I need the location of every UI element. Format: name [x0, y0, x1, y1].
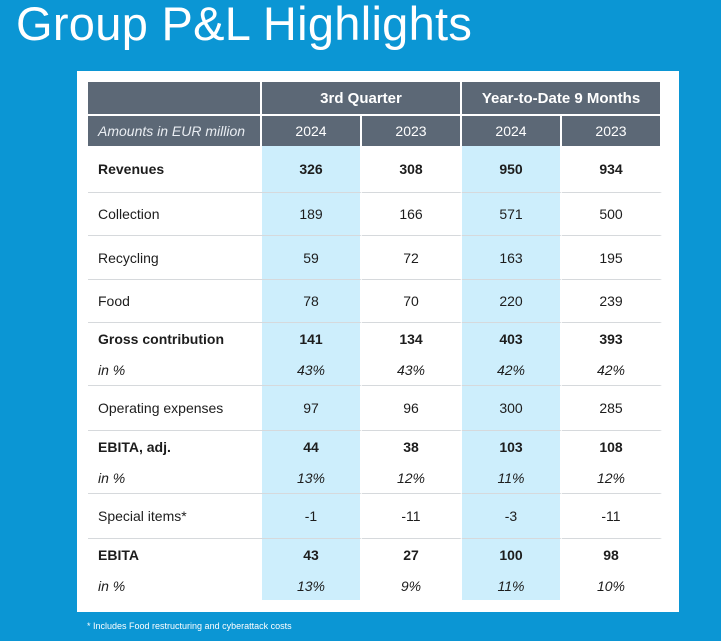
cell-value: 38 — [362, 431, 462, 463]
cell-value: 300 — [462, 386, 562, 431]
row-label: EBITA, adj. — [98, 439, 171, 455]
cell-value: 43% — [362, 355, 462, 386]
table-row-ebita-pct: in % 13% 9% 11% 10% — [88, 571, 662, 600]
table-row-food: Food 78 70 220 239 — [88, 280, 662, 323]
cell-value: 59 — [262, 236, 362, 280]
row-label: EBITA — [98, 547, 139, 563]
cell-value: 70 — [362, 280, 462, 323]
cell-value: 13% — [262, 571, 362, 600]
row-label: Special items* — [88, 494, 262, 539]
cell-value: 42% — [462, 355, 562, 386]
cell-value: 308 — [362, 146, 462, 193]
cell-value: 9% — [362, 571, 462, 600]
page-title: Group P&L Highlights — [16, 0, 473, 50]
cell-value: 163 — [462, 236, 562, 280]
header-3rd-quarter: 3rd Quarter — [262, 82, 462, 116]
cell-value: 43% — [262, 355, 362, 386]
cell-value: 403 — [462, 323, 562, 355]
table-row-special-items: Special items* -1 -11 -3 -11 — [88, 494, 662, 539]
cell-value: 285 — [562, 386, 662, 431]
cell-value: -11 — [362, 494, 462, 539]
table-card — [77, 71, 679, 612]
cell-value: 11% — [462, 571, 562, 600]
table-row-gross-contribution: Gross contribution 141 134 403 393 — [88, 323, 662, 355]
cell-value: 98 — [562, 539, 662, 571]
year-ytd-2023: 2023 — [562, 116, 662, 146]
table-row-recycling: Recycling 59 72 163 195 — [88, 236, 662, 280]
cell-value: 12% — [362, 463, 462, 494]
table-row-collection: Collection 189 166 571 500 — [88, 193, 662, 236]
table-row-ebita-adj: EBITA, adj. 44 38 103 108 — [88, 431, 662, 463]
row-label: Operating expenses — [88, 386, 262, 431]
cell-value: 239 — [562, 280, 662, 323]
cell-value: 141 — [262, 323, 362, 355]
cell-value: 326 — [262, 146, 362, 193]
cell-value: 220 — [462, 280, 562, 323]
amounts-label: Amounts in EUR million — [88, 116, 262, 146]
row-label: Revenues — [88, 146, 262, 193]
table-row-ebita-adj-pct: in % 13% 12% 11% 12% — [88, 463, 662, 494]
cell-value: 108 — [562, 431, 662, 463]
year-q-2023: 2023 — [362, 116, 462, 146]
row-label: Collection — [88, 193, 262, 236]
cell-value: 11% — [462, 463, 562, 494]
cell-value: 43 — [262, 539, 362, 571]
cell-value: 13% — [262, 463, 362, 494]
cell-value: 393 — [562, 323, 662, 355]
cell-value: 134 — [362, 323, 462, 355]
table-row-gross-contribution-pct: in % 43% 43% 42% 42% — [88, 355, 662, 386]
cell-value: 96 — [362, 386, 462, 431]
table-row-operating-expenses: Operating expenses 97 96 300 285 — [88, 386, 662, 431]
table-row-ebita: EBITA 43 27 100 98 — [88, 539, 662, 571]
year-ytd-2024: 2024 — [462, 116, 562, 146]
pl-table: 3rd Quarter Year-to-Date 9 Months Amount… — [88, 82, 662, 600]
cell-value: 189 — [262, 193, 362, 236]
header-ytd-9-months: Year-to-Date 9 Months — [462, 82, 662, 116]
row-label: Food — [88, 280, 262, 323]
cell-value: 950 — [462, 146, 562, 193]
year-q-2024: 2024 — [262, 116, 362, 146]
cell-value: 27 — [362, 539, 462, 571]
cell-value: -1 — [262, 494, 362, 539]
cell-value: 100 — [462, 539, 562, 571]
header-blank-cell — [88, 82, 262, 116]
cell-value: 10% — [562, 571, 662, 600]
cell-value: 42% — [562, 355, 662, 386]
cell-value: 500 — [562, 193, 662, 236]
row-label: Gross contribution — [98, 331, 224, 347]
cell-value: 103 — [462, 431, 562, 463]
row-label: in % — [88, 355, 262, 386]
cell-value: 195 — [562, 236, 662, 280]
cell-value: 72 — [362, 236, 462, 280]
cell-value: -3 — [462, 494, 562, 539]
cell-value: 571 — [462, 193, 562, 236]
cell-value: 166 — [362, 193, 462, 236]
cell-value: 78 — [262, 280, 362, 323]
cell-value: 934 — [562, 146, 662, 193]
row-label: in % — [88, 463, 262, 494]
cell-value: 97 — [262, 386, 362, 431]
row-label: in % — [98, 577, 126, 594]
cell-value: -11 — [562, 494, 662, 539]
table-row-revenues: Revenues 326 308 950 934 — [88, 146, 662, 193]
cell-value: 44 — [262, 431, 362, 463]
footnote: * Includes Food restructuring and cybera… — [87, 621, 292, 631]
row-label: Recycling — [88, 236, 262, 280]
cell-value: 12% — [562, 463, 662, 494]
